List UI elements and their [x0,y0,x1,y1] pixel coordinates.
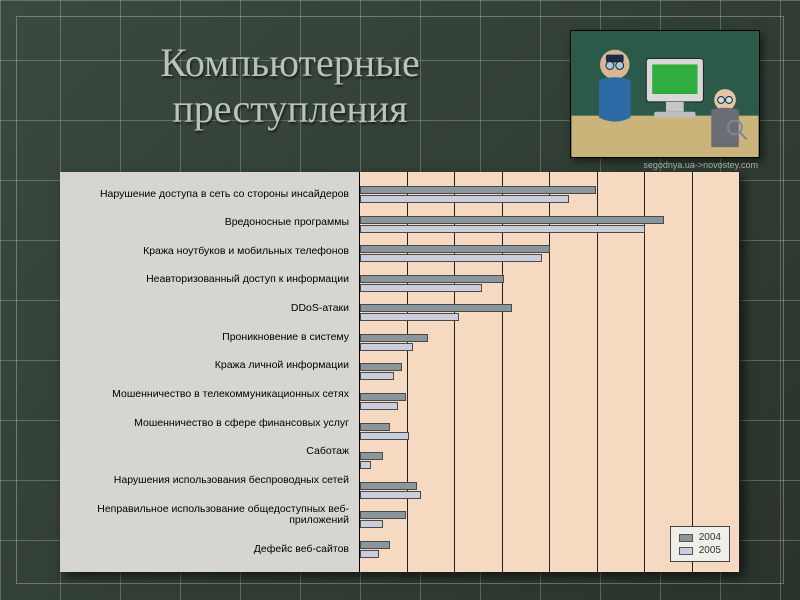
chart-bar-group [360,393,740,410]
chart-bar-group [360,186,740,203]
chart-bars-column: 2004 2005 [360,172,740,572]
chart-bar-group [360,482,740,499]
chart-bar [360,363,402,371]
legend-swatch-2004 [679,534,693,542]
chart-bar [360,304,512,312]
chart-bar [360,275,504,283]
legend-swatch-2005 [679,547,693,555]
chart-bar [360,225,645,233]
image-watermark: segodnya.ua->novostey.com [643,160,758,170]
chart-bar-rows [360,180,740,564]
chart-bar-group [360,275,740,292]
chart-category-label: Кража личной информации [60,360,353,372]
chart-category-label: Кража ноутбуков и мобильных телефонов [60,246,353,258]
chart-bar [360,313,459,321]
chart-bar [360,284,482,292]
chart-category-label: Проникновение в систему [60,332,353,344]
slide-title: Компьютерные преступления [70,40,510,132]
chart-bar [360,195,569,203]
chart-category-label: Неправильное использование общедоступных… [60,504,353,527]
chart-bar-group [360,304,740,321]
chart-bar [360,245,550,253]
chart-category-label: Нарушение доступа в сеть со стороны инса… [60,189,353,201]
chart-bar-group [360,452,740,469]
chart-bar [360,432,409,440]
hacker-illustration-svg [571,31,759,157]
chart-bar [360,423,390,431]
legend-label-2004: 2004 [699,532,721,543]
chart-category-label: Мошенничество в сфере финансовых услуг [60,418,353,430]
chart-bar [360,186,596,194]
chart-bar [360,452,383,460]
legend-label-2005: 2005 [699,545,721,556]
chart-bar [360,520,383,528]
chart-bar [360,216,664,224]
chart-bar [360,491,421,499]
chart-category-label: Мошенничество в телекоммуникационных сет… [60,389,353,401]
chart-bar-group [360,423,740,440]
chart-bar-group [360,216,740,233]
chart-bar [360,550,379,558]
chart-category-label: Саботаж [60,446,353,458]
chart-bar [360,482,417,490]
chart-bar [360,343,413,351]
chart-bar [360,254,542,262]
chart-bar [360,393,406,401]
chart-legend: 2004 2005 [670,526,730,562]
chart-category-label: Неавторизованный доступ к информации [60,274,353,286]
chart-category-label: Дефейс веб-сайтов [60,544,353,556]
chart-bar [360,372,394,380]
chart-bar-group [360,334,740,351]
chart-category-label: Нарушения использования беспроводных сет… [60,475,353,487]
chart-labels-column: Нарушение доступа в сеть со стороны инса… [60,172,360,572]
legend-row-2005: 2005 [679,544,721,557]
chart-bar [360,461,371,469]
chart-bar [360,402,398,410]
chart-bar [360,334,428,342]
chart-bar-group [360,245,740,262]
chart-category-label: DDoS-атаки [60,303,353,315]
chart-bar [360,511,406,519]
hacker-illustration [570,30,760,158]
chart-bar [360,541,390,549]
legend-row-2004: 2004 [679,531,721,544]
slide-background: Компьютерные преступления segodnya.ua->n [0,0,800,600]
chart-bar-group [360,363,740,380]
chart-category-label: Вредоносные программы [60,217,353,229]
chart-panel: Нарушение доступа в сеть со стороны инса… [60,172,740,572]
